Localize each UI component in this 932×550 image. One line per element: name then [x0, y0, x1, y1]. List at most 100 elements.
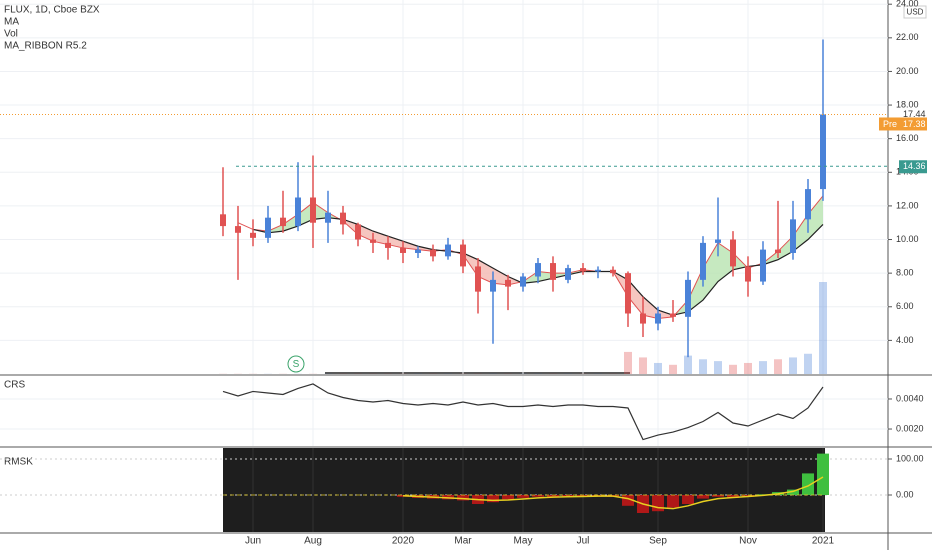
signal-line	[402, 476, 824, 510]
candle-body	[475, 266, 481, 292]
candle-body	[715, 239, 721, 243]
histogram-bar	[787, 489, 799, 496]
candle-body	[460, 244, 466, 267]
x-tick-label: 2021	[812, 536, 835, 547]
level-box	[899, 160, 927, 174]
x-tick-label: Jul	[577, 536, 590, 547]
volume-bar	[819, 282, 827, 374]
ribbon-fill	[373, 231, 388, 245]
candle-body	[625, 273, 631, 314]
volume-bar	[804, 353, 812, 374]
premarket-label: 17.38	[903, 119, 926, 129]
ribbon-fill	[778, 236, 793, 260]
histogram-bar	[517, 495, 529, 498]
histogram-bar	[532, 495, 544, 497]
histogram-bar	[562, 495, 574, 497]
candle-body	[325, 212, 331, 223]
candle-body	[490, 279, 496, 292]
candle-body	[745, 266, 751, 282]
candle-body	[595, 269, 601, 272]
candle-body	[235, 226, 241, 233]
candle-body	[355, 224, 361, 240]
pane-title: CRS	[4, 380, 25, 391]
candle-body	[670, 313, 676, 317]
ribbon-fill	[628, 279, 643, 316]
volume-bar	[639, 357, 647, 374]
volume-bar	[774, 359, 782, 374]
volume-bar	[789, 357, 797, 374]
currency-box[interactable]	[903, 5, 927, 19]
symbol-title: FLUX, 1D, Cboe BZX	[4, 5, 100, 16]
last-price-box	[889, 108, 927, 121]
volume-bar	[729, 364, 737, 374]
y-tick-label: 22.00	[896, 32, 919, 42]
ribbon-fill	[808, 195, 823, 240]
volume-bar	[624, 351, 632, 374]
x-tick-label: Nov	[739, 536, 757, 547]
candle-body	[430, 249, 436, 257]
y-tick-label: 18.00	[896, 99, 919, 109]
candle-body	[550, 263, 556, 280]
volume-bar	[714, 361, 722, 374]
histogram-bar	[727, 495, 739, 498]
histogram-bar	[667, 495, 679, 508]
candle-body	[610, 269, 616, 274]
candle-body	[775, 249, 781, 253]
ribbon-fill	[688, 268, 703, 312]
histogram-bar	[817, 453, 829, 496]
y-tick-label: 4.00	[896, 335, 914, 345]
premarket-name: Pre	[883, 119, 897, 129]
legend-entry: MA	[4, 17, 19, 28]
y-tick-label: 6.00	[896, 301, 914, 311]
histogram-bar	[622, 495, 634, 506]
x-tick-label: Sep	[649, 536, 667, 547]
candle-body	[505, 279, 511, 287]
histogram-bar	[802, 473, 814, 496]
ribbon-fill	[403, 241, 418, 250]
candle-body	[730, 239, 736, 267]
histogram-bar	[697, 495, 709, 499]
histogram-bar	[487, 495, 499, 503]
histogram-bar	[682, 495, 694, 504]
candle-body	[445, 244, 451, 257]
level-label: 14.36	[903, 161, 926, 171]
y-tick-label: 20.00	[896, 66, 919, 76]
x-tick-label: Aug	[304, 536, 322, 547]
candle-body	[565, 268, 571, 280]
y-tick-label: 8.00	[896, 268, 914, 278]
x-tick-label: 2020	[392, 536, 415, 547]
x-tick-label: Jun	[245, 536, 261, 547]
ribbon-fill	[313, 202, 328, 220]
candle-body	[400, 247, 406, 253]
candle-body	[385, 242, 391, 248]
histogram-bar	[652, 495, 664, 512]
candle-body	[250, 232, 256, 238]
y-tick-label: 0.00	[896, 489, 914, 499]
candle-body	[685, 279, 691, 317]
candle-body	[820, 114, 826, 190]
y-tick-label: 16.00	[896, 133, 919, 143]
histogram-bar	[457, 495, 469, 501]
ribbon-fill	[298, 202, 313, 227]
histogram-bar	[577, 495, 589, 497]
y-tick-label: 12.00	[896, 200, 919, 210]
premarket-box	[879, 117, 927, 131]
candle-body	[535, 263, 541, 277]
event-marker[interactable]	[287, 355, 305, 373]
histogram-bar	[712, 495, 724, 497]
candle-body	[265, 217, 271, 238]
candle-body	[805, 189, 811, 220]
candle-body	[760, 249, 766, 282]
candle-body	[580, 268, 586, 272]
candle-body	[520, 276, 526, 287]
candle-body	[220, 214, 226, 227]
currency: USD	[907, 8, 924, 17]
candle-body	[655, 313, 661, 324]
candle-body	[340, 212, 346, 225]
candle-body	[700, 242, 706, 280]
ma-fast-line	[237, 195, 824, 320]
ribbon-fill	[538, 271, 553, 282]
y-tick-label: 0.0020	[896, 423, 924, 433]
y-tick-label: 100.00	[896, 453, 924, 463]
